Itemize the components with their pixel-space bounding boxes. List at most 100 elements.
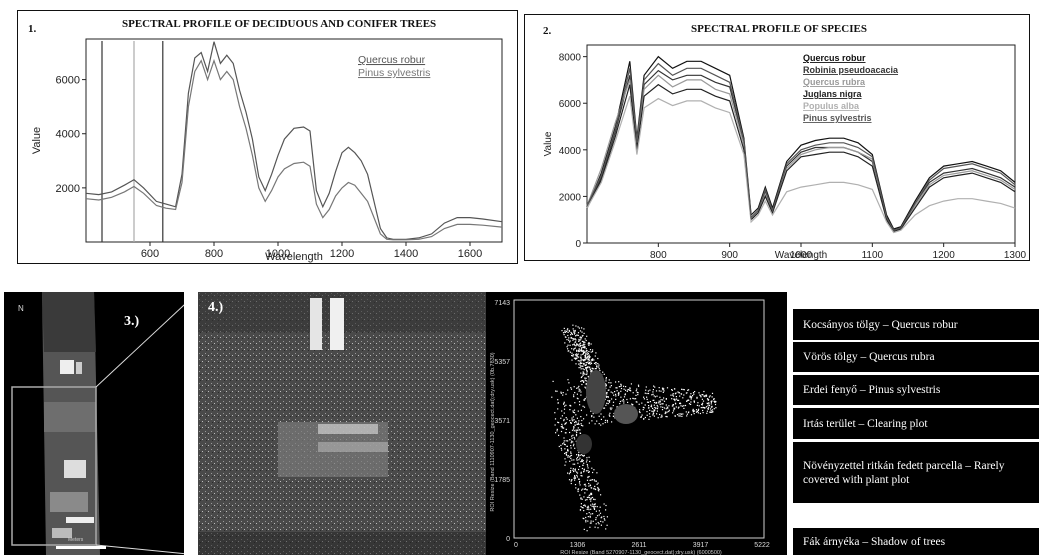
scatter-point — [591, 359, 593, 361]
scatter-point — [657, 417, 659, 419]
scatter-point — [587, 507, 589, 509]
scatter-point — [653, 410, 655, 412]
x-tick-label: 1400 — [394, 248, 418, 260]
scatter-point — [583, 518, 585, 520]
scatter-point — [574, 447, 576, 449]
plot-frame — [586, 44, 1016, 244]
scatter-point — [579, 346, 581, 348]
scatter-point — [623, 396, 626, 398]
scatter-point — [687, 389, 689, 391]
scatter-point — [683, 405, 685, 407]
scatter-point — [581, 344, 583, 347]
scatter-point — [580, 409, 582, 411]
scatter-point — [587, 366, 589, 368]
scatter-point — [567, 328, 569, 330]
scatter-point — [591, 415, 593, 417]
scatter-point — [590, 351, 592, 353]
scatter-point — [579, 360, 581, 362]
scatter-point — [627, 389, 629, 391]
scatter-point — [659, 403, 661, 406]
scatter-point — [574, 469, 576, 471]
scatter-point — [557, 421, 559, 423]
scatter-point — [605, 383, 607, 385]
scatter-point — [567, 472, 569, 474]
legend-item: Vörös tölgy – Quercus rubra — [793, 342, 1039, 372]
scatter-point — [563, 443, 566, 445]
scatter-point — [573, 470, 575, 473]
scatter-point — [653, 395, 655, 397]
scatter-point — [574, 470, 576, 472]
scatter-point — [571, 359, 573, 361]
scatter-point — [603, 373, 605, 375]
scatter-point — [562, 394, 564, 396]
scatter-point — [609, 400, 611, 402]
scatter-point — [658, 387, 660, 389]
scatter-point — [567, 348, 569, 350]
scatter-point — [586, 479, 589, 481]
scatter-point — [577, 427, 579, 429]
scatter-point — [570, 452, 572, 454]
scatter-point — [572, 344, 574, 346]
scatter-point — [597, 357, 599, 360]
scatter-point — [594, 505, 596, 508]
scatter-point — [590, 361, 592, 363]
scatter-point — [582, 359, 584, 361]
scatter-point — [563, 442, 565, 444]
scatter-point — [593, 506, 595, 508]
scatter-point — [660, 390, 662, 392]
scatter-point — [650, 406, 653, 408]
scatter-point — [570, 334, 572, 336]
scatter-point — [607, 396, 609, 398]
scatter-point — [583, 328, 585, 330]
series-line — [586, 69, 1016, 231]
scatter-point — [682, 413, 684, 415]
scatter-point — [638, 385, 640, 387]
scatter-point — [598, 366, 600, 368]
y-tick-label: 8000 — [559, 53, 582, 64]
scatter-point — [570, 442, 572, 444]
scatter-point — [595, 480, 597, 482]
scatter-point — [601, 516, 603, 518]
scatter-point — [584, 355, 586, 357]
scatter-point — [586, 496, 588, 499]
scatter-point — [680, 413, 682, 415]
scatter-point — [562, 427, 564, 429]
scatter-point — [702, 402, 704, 404]
scatter-point — [704, 395, 706, 397]
scatter-point — [562, 392, 564, 394]
scatter-point — [589, 494, 591, 496]
scatter-point — [586, 457, 588, 459]
scatter-point — [690, 396, 692, 398]
scatter-point — [566, 330, 568, 333]
scatter-point — [570, 482, 572, 485]
scatter-point — [589, 349, 592, 351]
x-tick-label: 1300 — [1004, 250, 1027, 260]
scatter-point — [565, 432, 567, 434]
scatter-point — [574, 344, 576, 346]
scatter-point — [618, 381, 620, 383]
scatter-point — [567, 379, 569, 381]
scatter-point — [605, 384, 607, 386]
scatter-point — [652, 393, 654, 395]
scatter-point — [568, 456, 571, 458]
panel-number: 1. — [28, 23, 37, 35]
scatter-point — [569, 455, 572, 457]
scatter-point — [631, 403, 633, 405]
scatter-point — [585, 369, 588, 371]
scatter-point — [606, 396, 608, 398]
scatter-point — [577, 488, 579, 490]
scatter-point — [581, 460, 583, 463]
scatter-point — [588, 344, 590, 346]
scatter-point — [561, 415, 563, 417]
scatter-point — [565, 393, 567, 395]
scatter-point — [580, 506, 582, 508]
scatter-point — [582, 368, 584, 370]
scatter-point — [578, 455, 580, 457]
legend-entry: Populus alba — [803, 101, 860, 111]
scatter-point — [581, 460, 583, 462]
scatter-point — [570, 470, 572, 472]
scatter-point — [583, 332, 585, 334]
scatter-point — [582, 455, 584, 457]
scatter-point — [578, 478, 580, 480]
scatter-point — [708, 405, 711, 407]
